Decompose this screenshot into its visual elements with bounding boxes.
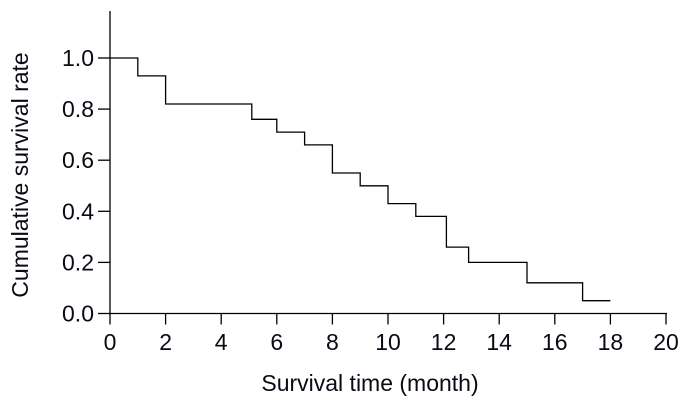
survival-curve-layer <box>110 57 611 302</box>
x-axis-ticks: 0 2 4 6 8 10 12 14 16 18 20 <box>104 313 679 355</box>
x-tick-label: 14 <box>486 329 512 355</box>
x-tick-label: 2 <box>159 329 172 355</box>
survival-step-curve <box>110 57 611 302</box>
y-tick-label: 0.8 <box>62 96 94 122</box>
axes <box>109 11 667 315</box>
y-axis-ticks: 0.0 0.2 0.4 0.6 0.8 1.0 <box>62 45 110 327</box>
y-axis-title: Cumulative survival rate <box>7 52 33 297</box>
x-tick-label: 6 <box>270 329 283 355</box>
x-axis-title: Survival time (month) <box>261 370 478 396</box>
x-tick-label: 0 <box>104 329 117 355</box>
x-tick-label: 16 <box>542 329 568 355</box>
y-tick-label: 1.0 <box>62 45 94 71</box>
x-tick-label: 20 <box>653 329 679 355</box>
x-tick-label: 18 <box>598 329 624 355</box>
x-tick-label: 4 <box>215 329 228 355</box>
y-tick-label: 0.6 <box>62 147 94 173</box>
y-tick-label: 0.0 <box>62 301 94 327</box>
y-tick-label: 0.2 <box>62 249 94 275</box>
x-tick-label: 10 <box>375 329 401 355</box>
y-tick-label: 0.4 <box>62 198 94 224</box>
x-tick-label: 8 <box>326 329 339 355</box>
x-tick-label: 12 <box>431 329 457 355</box>
